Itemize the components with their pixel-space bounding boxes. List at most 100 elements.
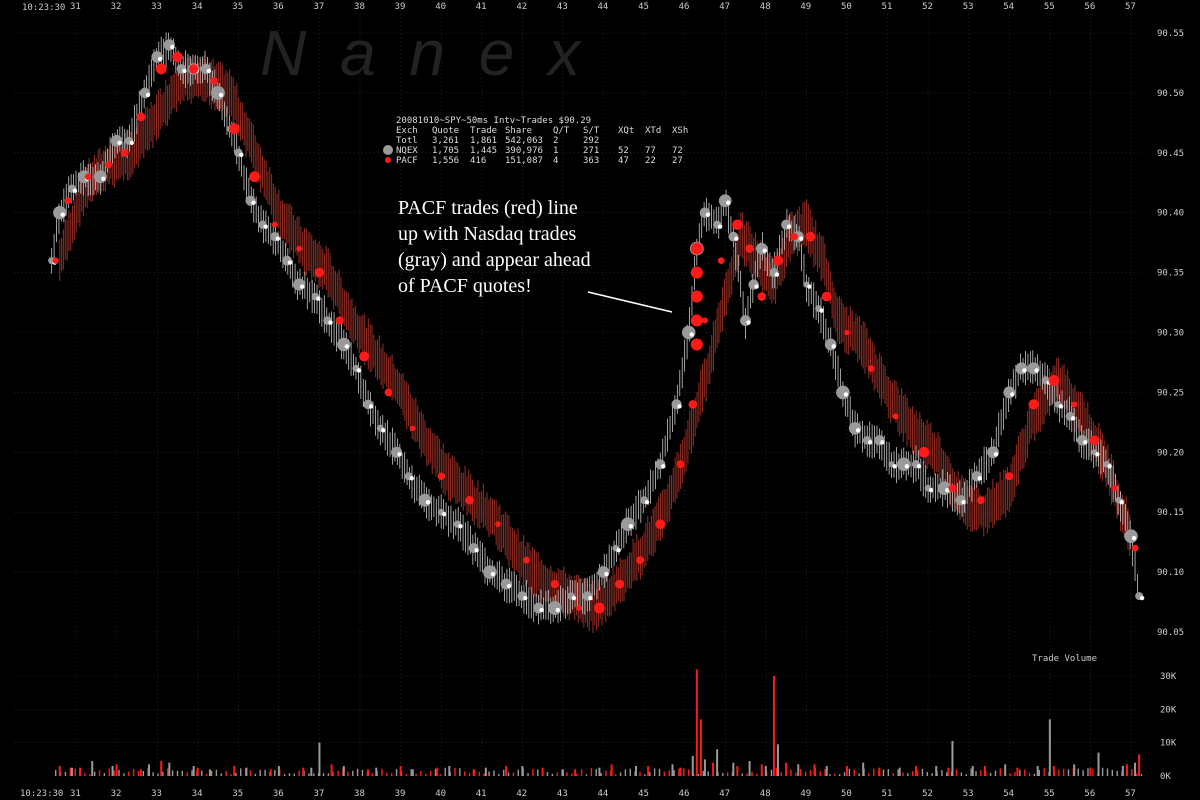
x-tick-top-label: 42 [516,2,527,12]
nqex-trade-point [681,325,696,340]
pacf-trade-point [615,579,625,589]
nqex-trade-dot [129,140,134,146]
legend-header-cell: XTd [645,126,661,136]
x-tick-bottom-label: 38 [354,789,365,799]
nqex-trade-dot [506,583,512,589]
pacf-quote-band [51,32,1138,633]
pacf-trade-point [636,556,644,565]
legend-cell: 1 [553,146,558,156]
nqex-trade-dot [344,344,350,349]
volume-tick-label: 0K [1160,772,1171,782]
pacf-trade-point [867,365,875,372]
nqex-trade-dot [251,200,256,205]
nqex-trade-point [110,135,123,147]
x-tick-top-label: 53 [963,2,974,12]
nqex-trade-dot [916,464,922,469]
nqex-trade-point [1027,362,1040,375]
pacf-trade-point [948,484,957,493]
x-tick-bottom-label: 51 [882,789,893,799]
x-tick-top-label: 31 [70,2,81,12]
nqex-trade-dot [588,595,593,601]
nqex-trade-dot [677,404,682,409]
x-tick-top-label: 39 [395,2,406,12]
nqex-trade-point [620,517,635,532]
pacf-trade-point [136,112,146,122]
pacf-trade-point [790,232,798,241]
nqex-trade-dot [746,320,751,325]
legend-cell: 390,976 [505,146,543,156]
nqex-trade-dot [616,547,621,553]
pacf-trade-point [172,51,183,63]
legend-header-cell: S/T [583,126,600,136]
legend-marker [385,157,391,163]
x-tick-bottom-label: 47 [719,789,730,799]
nqex-trade-dot [1131,535,1137,541]
legend-cell: 1,705 [432,146,459,156]
nqex-trade-dot [774,272,780,277]
nqex-trade-dot [397,452,402,457]
x-tick-top-label: 47 [719,2,730,12]
x-tick-top-label: 41 [476,2,487,12]
y-tick-label: 90.25 [1157,388,1184,398]
x-tick-top-label: 37 [313,2,324,12]
nqex-trade-dot [819,308,824,313]
nqex-trade-dot [1095,452,1100,457]
pacf-trade-point [52,257,59,264]
annotation-line-3: (gray) and appear ahead [398,249,591,271]
nqex-trade-dot [726,200,731,205]
nqex-trade-dot [1107,464,1112,469]
nqex-trade-dot [425,500,431,505]
pacf-trade-point [384,388,393,397]
volume-tick-label: 30K [1160,672,1177,682]
x-tick-bottom-label: 44 [598,789,609,799]
pacf-trade-point [188,64,199,74]
pacf-trade-point [437,472,445,480]
pacf-trade-point [495,521,501,528]
pacf-trade-point [745,244,754,253]
annotation-line-1: PACF trades (red) line [398,197,578,219]
nqex-trade-dot [239,152,244,157]
nqex-trade-dot [644,500,650,505]
x-tick-bottom-label: 43 [557,789,568,799]
nqex-trade-point [1124,529,1138,543]
pacf-trade-point [594,602,605,614]
nqex-trade-dot [868,440,873,445]
y-tick-label: 90.40 [1157,209,1184,219]
time-axis-bottom: 31 32 33 34 35 36 37 38 39 40 41 42 43 44 45 46 47 48 49 50… [70,789,1136,799]
volume-tick-label: 10K [1160,739,1177,749]
pacf-trade-point [271,221,278,228]
nqex-trade-dot [807,284,812,289]
nqex-trade-dot [993,452,999,457]
pacf-trade-point [1071,401,1078,408]
x-tick-bottom-label: 40 [435,789,446,799]
x-tick-bottom-label: 45 [638,789,649,799]
nqex-trade-dot [328,320,333,325]
nqex-trade-dot [1034,368,1039,373]
pacf-trade-point [335,316,344,325]
x-tick-top-label: 35 [232,2,243,12]
nqex-trade-dot [628,523,634,529]
x-tick-bottom-label: 55 [1044,789,1055,799]
legend-cell: 27 [672,156,683,166]
x-tick-top-label: 46 [679,2,690,12]
legend-header-cell: Share [505,126,532,136]
legend-header-cell: Trade [470,126,497,136]
nqex-trade-point [1015,362,1028,375]
nqex-trade-point [718,194,732,208]
nqex-trade-point [755,242,768,255]
nqex-trade-dot [555,607,561,613]
x-tick-bottom-label: 52 [922,789,933,799]
pacf-trade-point [523,556,530,564]
y-tick-label: 90.50 [1157,89,1184,99]
legend: 20081010~SPY~50ms Intv~Trades $90.29 Exc… [383,116,688,166]
x-tick-bottom-label: 42 [516,789,527,799]
annotation: PACF trades (red) line up with Nasdaq tr… [398,197,673,313]
pacf-trade-point [688,400,698,409]
nqex-trade-dot [762,248,767,253]
pacf-trade-point [465,495,474,505]
legend-cell: 271 [583,146,599,156]
x-tick-bottom-label: 36 [273,789,284,799]
nqex-trade-dot [409,476,414,481]
nqex-trade-dot [1119,500,1125,505]
